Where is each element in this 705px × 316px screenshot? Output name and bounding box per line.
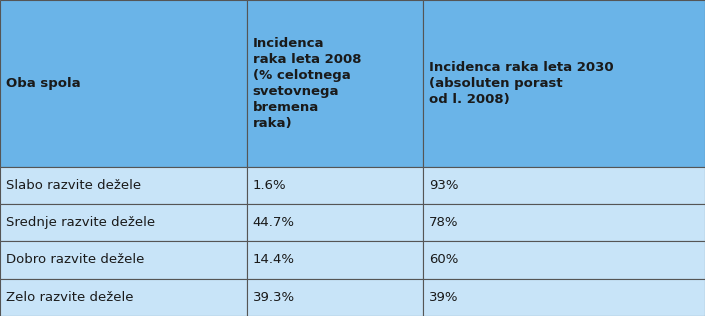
- Text: 60%: 60%: [429, 253, 458, 266]
- Text: 14.4%: 14.4%: [253, 253, 295, 266]
- Text: 39%: 39%: [429, 291, 458, 304]
- Text: Srednje razvite dežele: Srednje razvite dežele: [6, 216, 155, 229]
- Bar: [247, 167, 423, 204]
- Bar: [0, 241, 247, 279]
- Bar: [423, 0, 705, 167]
- Text: Dobro razvite dežele: Dobro razvite dežele: [6, 253, 145, 266]
- Bar: [0, 279, 247, 316]
- Bar: [0, 0, 247, 167]
- Text: Zelo razvite dežele: Zelo razvite dežele: [6, 291, 133, 304]
- Bar: [247, 241, 423, 279]
- Text: Incidenca
raka leta 2008
(% celotnega
svetovnega
bremena
raka): Incidenca raka leta 2008 (% celotnega sv…: [253, 37, 361, 130]
- Bar: [423, 279, 705, 316]
- Text: 1.6%: 1.6%: [253, 179, 286, 192]
- Bar: [423, 241, 705, 279]
- Bar: [0, 204, 247, 241]
- Bar: [423, 204, 705, 241]
- Text: Incidenca raka leta 2030
(absoluten porast
od l. 2008): Incidenca raka leta 2030 (absoluten pora…: [429, 61, 613, 106]
- Bar: [423, 167, 705, 204]
- Text: 39.3%: 39.3%: [253, 291, 295, 304]
- Bar: [247, 204, 423, 241]
- Text: 44.7%: 44.7%: [253, 216, 295, 229]
- Text: 93%: 93%: [429, 179, 458, 192]
- Bar: [247, 279, 423, 316]
- Bar: [247, 0, 423, 167]
- Text: 78%: 78%: [429, 216, 458, 229]
- Bar: [0, 167, 247, 204]
- Text: Oba spola: Oba spola: [6, 77, 80, 90]
- Text: Slabo razvite dežele: Slabo razvite dežele: [6, 179, 141, 192]
